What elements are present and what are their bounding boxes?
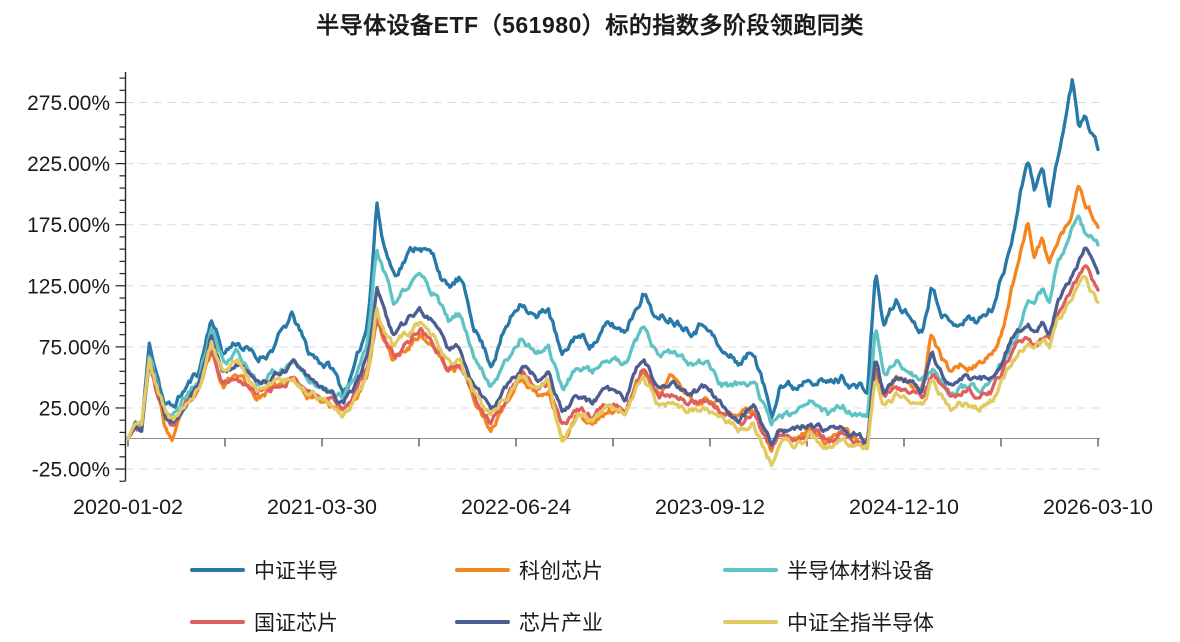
y-tick-label: 275.00% [27,92,110,115]
x-tick-label: 2026-03-10 [1043,495,1153,519]
y-axis [115,72,127,482]
x-tick-label: 2024-12-10 [849,495,959,519]
series-line-4 [126,246,1100,447]
x-axis: 2020-01-02 2021-03-30 2022-06-24 2023-09-12… [73,438,1153,519]
y-tick-label: 175.00% [27,214,110,237]
series-line-0 [126,78,1100,441]
x-tick-label: 2020-01-02 [73,495,183,519]
chart-title: 半导体设备ETF（561980）标的指数多阶段领跑同类 [316,12,864,38]
series-line-1 [126,184,1100,453]
series-line-5 [126,274,1100,468]
y-tick-label: 225.00% [27,153,110,176]
y-tick-label: 25.00% [39,397,110,420]
series-line-3 [126,264,1100,450]
y-axis-labels: 275.00% 225.00% 175.00% 125.00% 75.00% 25.00%… [27,92,110,482]
y-tick-label: 75.00% [39,336,110,359]
y-tick-label: 125.00% [27,275,110,298]
x-tick-label: 2022-06-24 [461,495,571,519]
x-tick-label: 2021-03-30 [267,495,377,519]
y-tick-label: -25.00% [32,459,110,482]
x-tick-label: 2023-09-12 [655,495,765,519]
